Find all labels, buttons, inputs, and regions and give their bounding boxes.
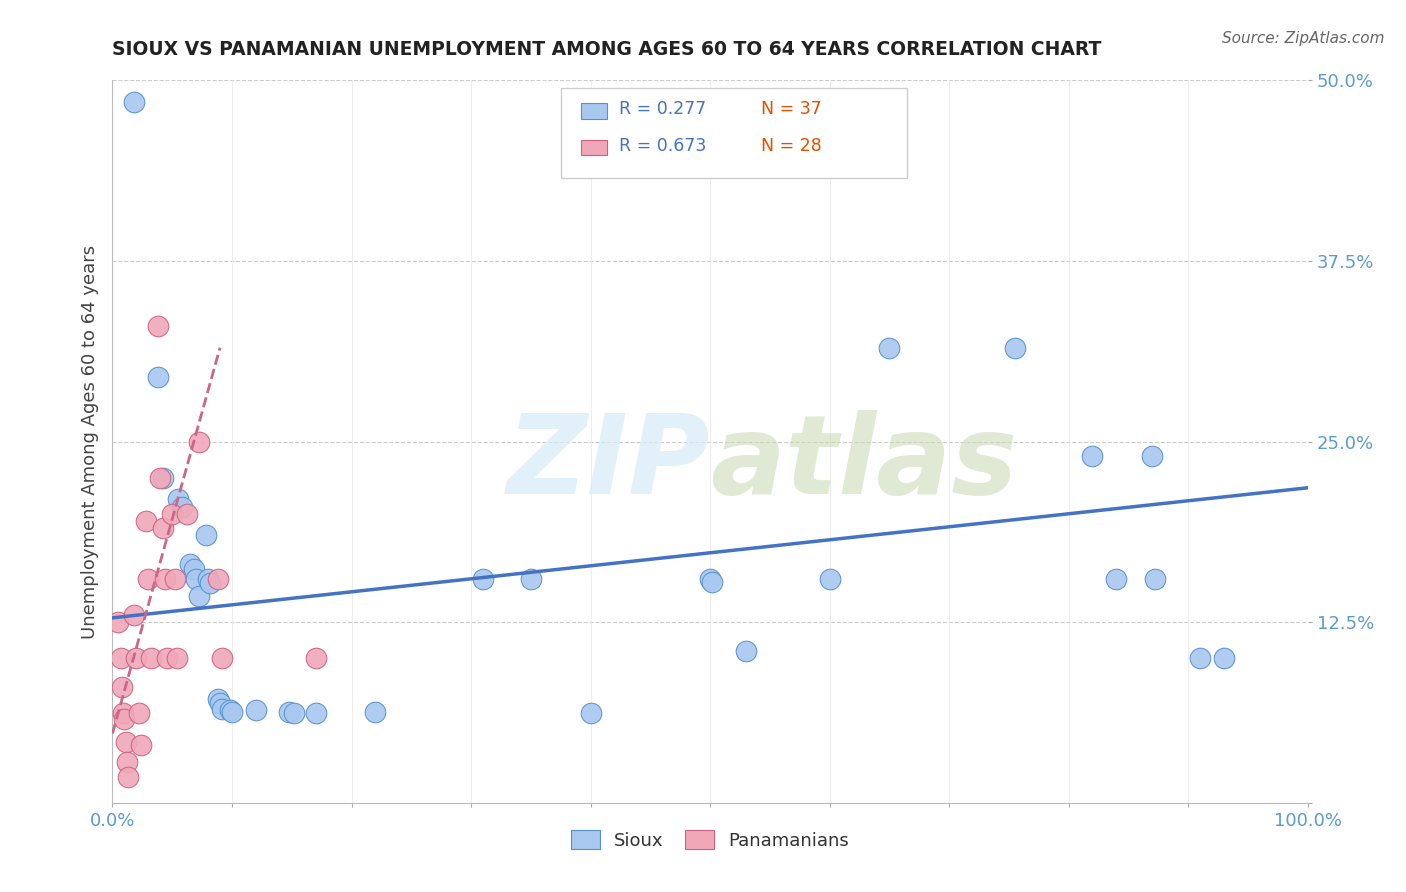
Point: [207, 572, 229, 586]
Point: [167, 492, 190, 507]
Point: [364, 705, 387, 719]
Point: [162, 507, 183, 521]
Point: [245, 703, 267, 717]
Point: [129, 738, 152, 752]
FancyBboxPatch shape: [581, 139, 607, 155]
Point: [699, 572, 721, 586]
Point: [153, 572, 176, 586]
Point: [1105, 572, 1128, 586]
Point: [128, 706, 150, 721]
Point: [112, 706, 135, 721]
Point: [170, 500, 193, 514]
Point: [879, 341, 901, 355]
Text: R = 0.673: R = 0.673: [619, 137, 707, 155]
Point: [139, 651, 162, 665]
Point: [579, 706, 602, 721]
Point: [1004, 341, 1026, 355]
Text: R = 0.277: R = 0.277: [619, 100, 706, 118]
Point: [152, 470, 174, 484]
Point: [211, 651, 233, 665]
Point: [110, 651, 132, 665]
Point: [218, 703, 240, 717]
Point: [211, 702, 233, 716]
Text: N = 37: N = 37: [762, 100, 823, 118]
Point: [146, 318, 169, 333]
Point: [166, 651, 188, 665]
Text: N = 28: N = 28: [762, 137, 823, 155]
Point: [138, 572, 160, 586]
Point: [197, 572, 219, 586]
Text: SIOUX VS PANAMANIAN UNEMPLOYMENT AMONG AGES 60 TO 64 YEARS CORRELATION CHART: SIOUX VS PANAMANIAN UNEMPLOYMENT AMONG A…: [112, 40, 1102, 59]
Point: [107, 615, 129, 630]
Point: [209, 696, 232, 710]
Point: [111, 680, 134, 694]
Point: [163, 572, 186, 586]
Point: [179, 558, 201, 572]
Point: [115, 756, 138, 770]
Text: Source: ZipAtlas.com: Source: ZipAtlas.com: [1222, 31, 1385, 46]
Point: [186, 572, 208, 586]
Point: [114, 735, 136, 749]
Point: [1081, 449, 1104, 463]
Point: [146, 369, 169, 384]
Point: [156, 651, 179, 665]
Point: [152, 521, 174, 535]
Text: ZIP: ZIP: [506, 409, 710, 516]
Point: [207, 691, 229, 706]
Point: [520, 572, 543, 586]
Point: [735, 644, 758, 658]
Point: [187, 589, 209, 603]
Y-axis label: Unemployment Among Ages 60 to 64 years: Unemployment Among Ages 60 to 64 years: [80, 244, 98, 639]
Point: [176, 507, 198, 521]
Point: [122, 607, 145, 622]
Point: [200, 576, 222, 591]
FancyBboxPatch shape: [581, 103, 607, 119]
Point: [305, 651, 328, 665]
Text: atlas: atlas: [710, 409, 1018, 516]
Point: [122, 95, 145, 109]
Point: [117, 770, 139, 784]
Point: [283, 706, 305, 721]
FancyBboxPatch shape: [561, 87, 907, 178]
Point: [1213, 651, 1236, 665]
Point: [472, 572, 495, 586]
Point: [1142, 449, 1164, 463]
Point: [183, 562, 205, 576]
Point: [1143, 572, 1166, 586]
Legend: Sioux, Panamanians: Sioux, Panamanians: [562, 822, 858, 859]
Point: [149, 470, 172, 484]
Point: [135, 514, 157, 528]
Point: [1189, 651, 1212, 665]
Point: [187, 434, 209, 449]
Point: [278, 705, 301, 719]
Point: [305, 706, 328, 721]
Point: [114, 712, 135, 726]
Point: [194, 528, 217, 542]
Point: [221, 705, 243, 719]
Point: [125, 651, 148, 665]
Point: [818, 572, 841, 586]
Point: [702, 574, 724, 589]
